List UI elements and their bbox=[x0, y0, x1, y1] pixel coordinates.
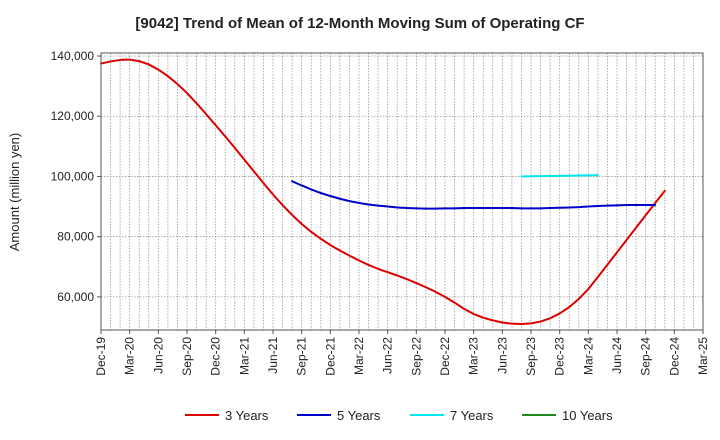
x-tick-label: Mar-20 bbox=[123, 337, 137, 375]
y-tick-label: 120,000 bbox=[51, 109, 95, 123]
x-tick-label: Dec-21 bbox=[323, 337, 337, 376]
legend-label: 5 Years bbox=[337, 408, 381, 423]
x-tick-label: Jun-20 bbox=[151, 337, 165, 374]
y-tick-label: 100,000 bbox=[51, 169, 95, 183]
x-tick-label: Jun-23 bbox=[495, 337, 509, 374]
x-tick-label: Jun-24 bbox=[610, 337, 624, 374]
plot-frame bbox=[100, 52, 704, 331]
y-axis-label: Amount (million yen) bbox=[7, 133, 22, 252]
x-tick-label: Sep-23 bbox=[524, 337, 538, 376]
x-tick-label: Jun-21 bbox=[266, 337, 280, 374]
x-tick-label: Sep-20 bbox=[180, 337, 194, 376]
legend-label: 7 Years bbox=[450, 408, 494, 423]
x-tick-label: Dec-24 bbox=[667, 337, 681, 376]
legend-label: 10 Years bbox=[562, 408, 613, 423]
x-ticks: Dec-19 Mar-20 Jun-20 Sep-20 Dec-20 Mar-21 Jun-… bbox=[94, 330, 710, 376]
y-tick-label: 140,000 bbox=[51, 49, 95, 63]
x-tick-label: Sep-21 bbox=[295, 337, 309, 376]
x-tick-label: Mar-24 bbox=[581, 337, 595, 375]
series-line-7-years bbox=[520, 174, 599, 178]
x-tick-label: Mar-21 bbox=[237, 337, 251, 375]
grid bbox=[101, 53, 703, 330]
legend: 3 Years 5 Years 7 Years 10 Years bbox=[185, 408, 613, 423]
series-line-3-years bbox=[100, 58, 666, 325]
x-tick-label: Dec-19 bbox=[94, 337, 108, 376]
x-tick-label: Dec-20 bbox=[209, 337, 223, 376]
x-tick-label: Mar-22 bbox=[352, 337, 366, 375]
y-tick-label: 60,000 bbox=[57, 290, 94, 304]
x-tick-label: Jun-22 bbox=[381, 337, 395, 374]
x-tick-label: Mar-25 bbox=[696, 337, 710, 375]
y-ticks: 60,000 80,000 100,000 120,000 140,000 bbox=[51, 49, 101, 304]
x-tick-label: Mar-23 bbox=[467, 337, 481, 375]
series-line-5-years bbox=[291, 180, 657, 210]
y-tick-label: 80,000 bbox=[57, 230, 94, 244]
x-tick-label: Dec-23 bbox=[553, 337, 567, 376]
x-tick-label: Sep-22 bbox=[409, 337, 423, 376]
chart-title: [9042] Trend of Mean of 12-Month Moving … bbox=[135, 15, 584, 32]
x-tick-label: Sep-24 bbox=[639, 337, 653, 376]
series-layer bbox=[100, 58, 666, 325]
x-tick-label: Dec-22 bbox=[438, 337, 452, 376]
legend-label: 3 Years bbox=[225, 408, 269, 423]
